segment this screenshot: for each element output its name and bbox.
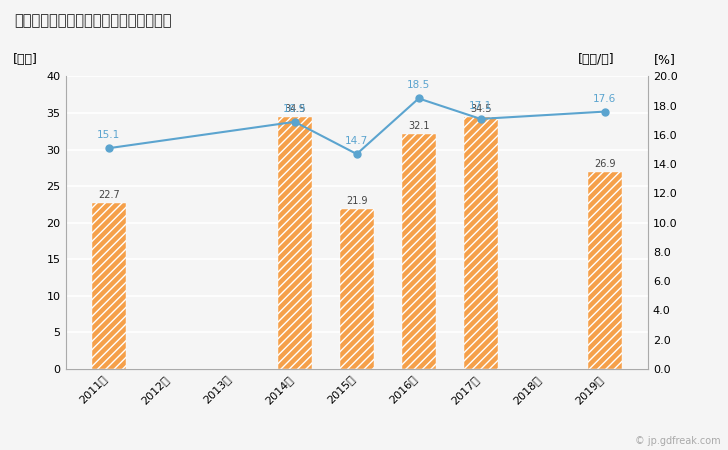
Text: 18.5: 18.5 (407, 81, 430, 90)
Bar (587, 172, 622, 369)
Text: © jp.gdfreak.com: © jp.gdfreak.com (635, 436, 721, 446)
Bar (277, 117, 312, 369)
Text: 15.1: 15.1 (98, 130, 121, 140)
Text: 17.1: 17.1 (469, 101, 492, 111)
Bar (92, 203, 126, 369)
Bar (340, 209, 373, 369)
Text: [万円/㎡]: [万円/㎡] (578, 53, 614, 66)
Text: 21.9: 21.9 (346, 196, 368, 206)
Text: 34.5: 34.5 (470, 104, 491, 114)
Bar (464, 117, 498, 369)
Text: 26.9: 26.9 (594, 159, 615, 169)
Text: 32.1: 32.1 (408, 122, 430, 131)
Text: [億円]: [億円] (13, 53, 38, 66)
Text: 16.9: 16.9 (283, 104, 306, 114)
Text: 14.7: 14.7 (345, 136, 368, 146)
Bar (402, 134, 436, 369)
Text: [%]: [%] (654, 53, 676, 66)
Text: 17.6: 17.6 (593, 94, 616, 104)
Text: 住宅用建築物の工事費予定額合計の推移: 住宅用建築物の工事費予定額合計の推移 (15, 14, 172, 28)
Text: 34.5: 34.5 (284, 104, 306, 114)
Text: 22.7: 22.7 (98, 190, 120, 200)
